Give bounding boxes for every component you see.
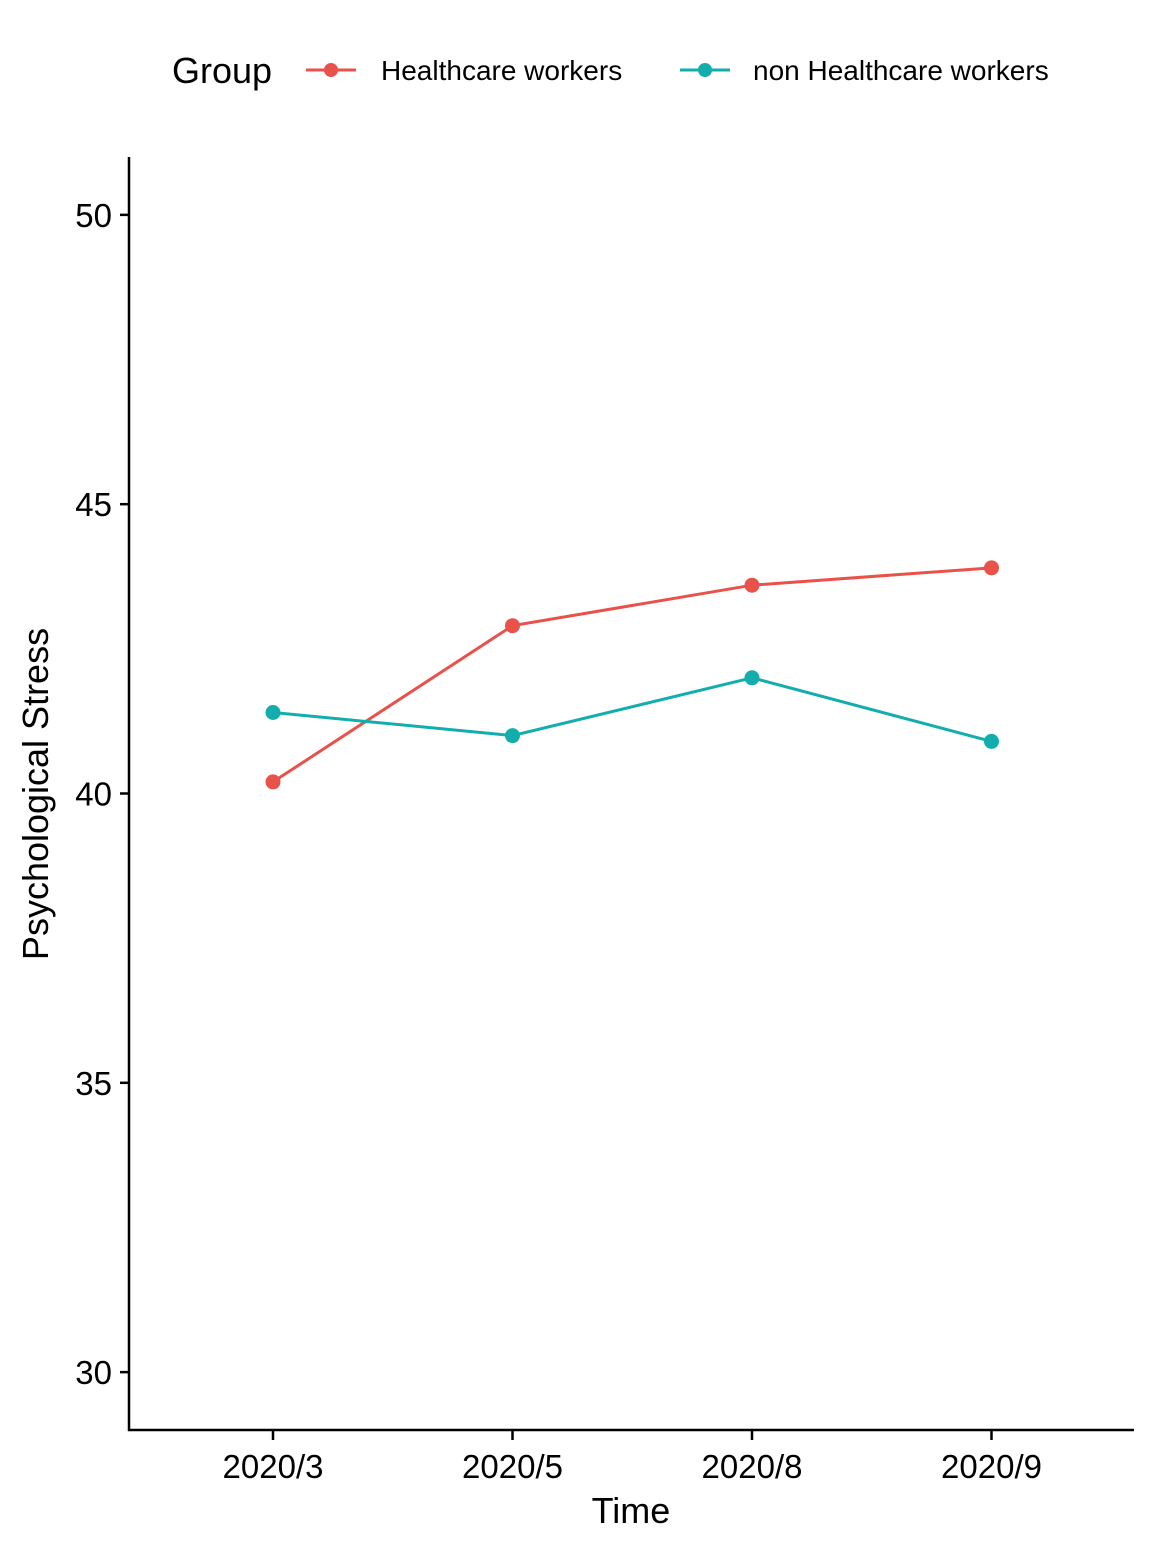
x-axis-title: Time xyxy=(592,1490,671,1531)
series-line xyxy=(272,566,992,784)
data-point xyxy=(744,670,760,686)
legend-label: non Healthcare workers xyxy=(753,55,1049,86)
y-axis-ticks: 30 35 40 45 50 xyxy=(75,197,129,1391)
legend-item-non-healthcare-workers: non Healthcare workers xyxy=(680,55,1049,86)
y-tick-label: 30 xyxy=(75,1354,112,1391)
y-axis-title: Psychological Stress xyxy=(15,628,56,960)
x-axis-ticks: 2020/3 2020/5 2020/8 2020/9 xyxy=(223,1430,1042,1485)
y-tick-label: 35 xyxy=(75,1065,112,1102)
data-point xyxy=(505,728,520,744)
legend-label: Healthcare workers xyxy=(381,55,622,86)
series-healthcare-workers xyxy=(265,560,999,790)
legend-item-healthcare-workers: Healthcare workers xyxy=(306,55,622,86)
data-point xyxy=(265,774,281,790)
legend-marker-icon xyxy=(324,63,338,77)
x-tick-label: 2020/3 xyxy=(223,1448,324,1485)
data-point xyxy=(744,577,760,593)
data-point xyxy=(265,704,281,720)
y-tick-label: 50 xyxy=(75,197,112,234)
y-tick-label: 40 xyxy=(75,776,112,813)
x-tick-label: 2020/8 xyxy=(702,1448,803,1485)
series-non-healthcare-workers xyxy=(265,670,999,749)
data-point xyxy=(984,560,999,576)
legend-marker-icon xyxy=(698,63,712,77)
legend: Group Healthcare workers non Healthcare … xyxy=(172,50,1049,91)
series-layer xyxy=(265,560,999,790)
x-tick-label: 2020/5 xyxy=(462,1448,563,1485)
data-point xyxy=(984,733,999,749)
x-tick-label: 2020/9 xyxy=(941,1448,1042,1485)
y-tick-label: 45 xyxy=(75,486,112,523)
series-line xyxy=(272,676,992,743)
legend-title: Group xyxy=(172,50,272,91)
data-point xyxy=(505,618,520,634)
